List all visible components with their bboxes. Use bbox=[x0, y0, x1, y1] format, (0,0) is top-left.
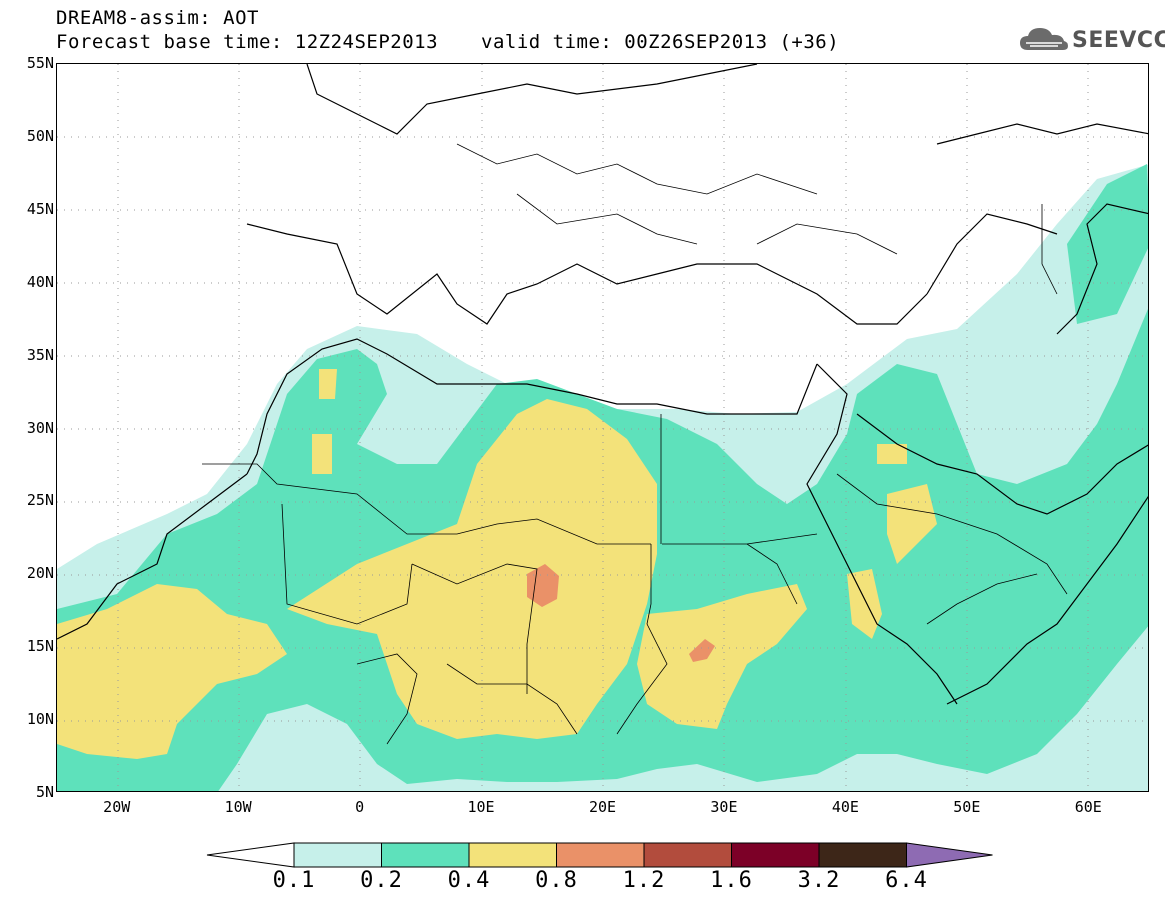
map-panel bbox=[56, 63, 1149, 792]
colorbar-segment bbox=[468, 842, 557, 868]
lon-tick-label: 20W bbox=[103, 798, 131, 816]
colorbar-under-arrow bbox=[206, 842, 295, 868]
country-borders bbox=[202, 143, 1068, 745]
lat-tick-label: 10N bbox=[26, 710, 54, 729]
colorbar-segment bbox=[818, 842, 907, 868]
lat-tick-label: 55N bbox=[26, 54, 54, 72]
lon-tick-label: 60E bbox=[1074, 798, 1102, 816]
lat-tick-label: 20N bbox=[26, 564, 54, 583]
colorbar-tick-label: 0.4 bbox=[447, 868, 491, 893]
lon-tick-label: 10E bbox=[467, 798, 495, 816]
lat-tick-label: 25N bbox=[26, 491, 54, 510]
aot-map bbox=[57, 64, 1148, 791]
lat-tick-label: 45N bbox=[26, 199, 54, 218]
lat-tick-label: 15N bbox=[26, 637, 54, 656]
lat-tick-label: 35N bbox=[26, 345, 54, 364]
lon-tick-label: 30E bbox=[710, 798, 738, 816]
colorbar-segment bbox=[381, 842, 470, 868]
colorbar-segment bbox=[556, 842, 645, 868]
colorbar-tick-label: 1.2 bbox=[622, 868, 666, 893]
lon-tick-label: 50E bbox=[953, 798, 981, 816]
valid-time-label: valid time: 00Z26SEP2013 (+36) bbox=[481, 31, 840, 53]
cloud-icon bbox=[1020, 28, 1068, 50]
colorbar-over-arrow bbox=[906, 842, 993, 868]
coastlines bbox=[57, 64, 1148, 705]
colorbar-segment bbox=[643, 842, 732, 868]
lat-tick-label: 5N bbox=[35, 783, 54, 801]
logo-text: SEEVCCC bbox=[1072, 28, 1165, 53]
lon-tick-label: 10W bbox=[224, 798, 252, 816]
aot-contour-0.8 bbox=[527, 564, 715, 662]
colorbar-tick-label: 6.4 bbox=[885, 868, 928, 893]
lat-tick-label: 30N bbox=[26, 418, 54, 437]
seevccc-logo: SEEVCCC bbox=[1018, 24, 1165, 56]
colorbar-segment bbox=[293, 842, 382, 868]
lon-tick-label: 40E bbox=[831, 798, 859, 816]
colorbar-tick-label: 0.1 bbox=[272, 868, 316, 893]
colorbar-tick-label: 1.6 bbox=[710, 868, 753, 893]
colorbar-tick-label: 0.8 bbox=[535, 868, 578, 893]
lat-tick-label: 40N bbox=[26, 272, 54, 291]
lon-tick-label: 0 bbox=[355, 798, 365, 816]
base-time-label: Forecast base time: 12Z24SEP2013 bbox=[56, 31, 439, 53]
colorbar-tick-label: 0.2 bbox=[360, 868, 403, 893]
map-gridlines bbox=[57, 64, 1148, 791]
colorbar-tick-label: 3.2 bbox=[797, 868, 841, 893]
chart-title: DREAM8-assim: AOT bbox=[56, 7, 259, 29]
lat-tick-label: 50N bbox=[26, 126, 54, 145]
lon-tick-label: 20E bbox=[588, 798, 617, 816]
aot-contour-0.4 bbox=[57, 369, 937, 759]
colorbar bbox=[206, 842, 993, 868]
colorbar-segment bbox=[731, 842, 820, 868]
